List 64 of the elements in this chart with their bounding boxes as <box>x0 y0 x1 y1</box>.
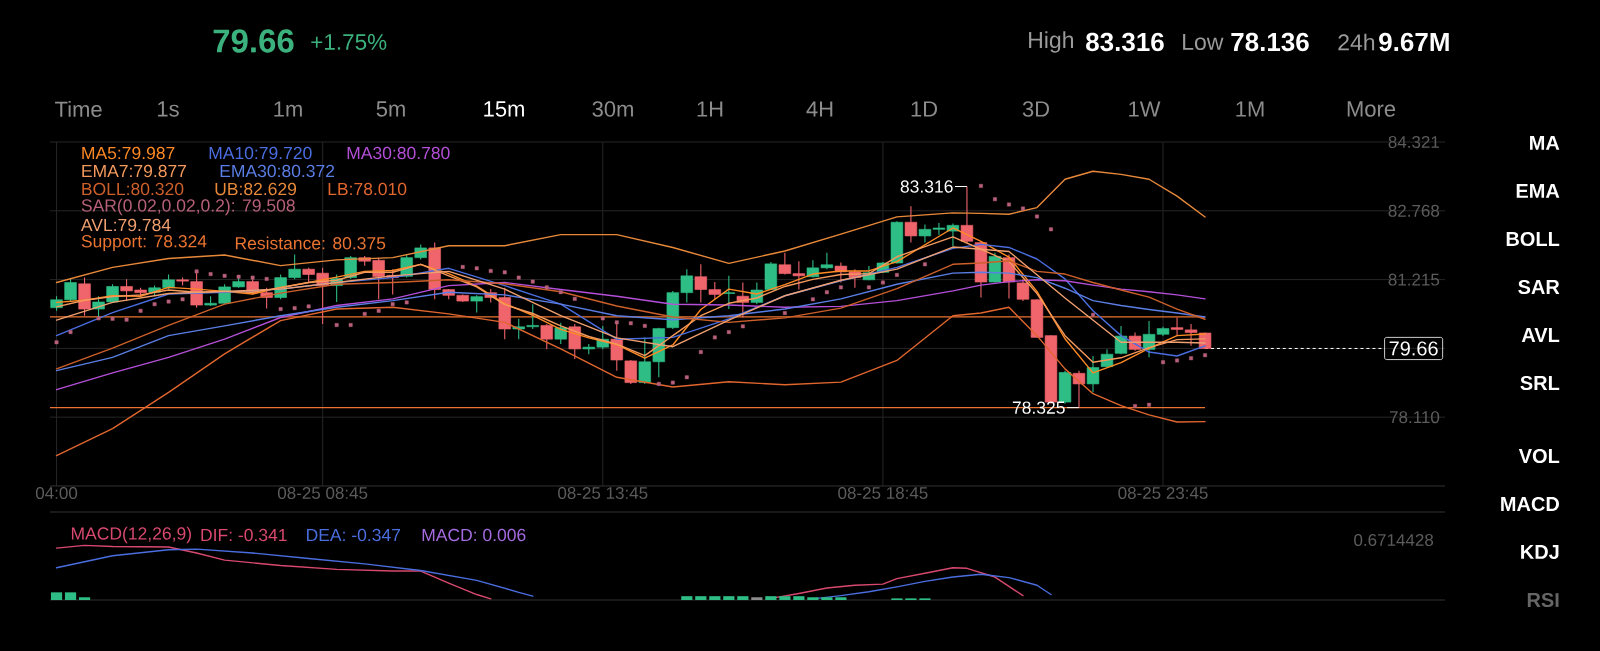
series-label: DIF: -0.341 <box>201 528 287 542</box>
text: SAR <box>1518 279 1560 295</box>
ref-line-label: Support: 78.324 <box>81 235 207 251</box>
text: VOL <box>1518 448 1560 464</box>
text: EMA7:79.877 <box>82 164 187 178</box>
text: 9.67M <box>1379 32 1449 52</box>
x-tick-label: 04:00 <box>35 486 78 500</box>
text: 1W <box>1129 101 1161 117</box>
text: 15m <box>484 101 524 117</box>
ref-line-label: 79.66 <box>1389 341 1438 356</box>
text: 83.316 <box>1086 32 1164 52</box>
text: BOLL:80.320 <box>82 182 184 196</box>
text: 1D <box>911 101 938 117</box>
text: MACD: 0.006 <box>422 528 526 542</box>
y-tick-label: 82.768 <box>1388 204 1440 217</box>
text: MA5:79.987 <box>82 146 175 160</box>
candlestick <box>1086 355 1100 393</box>
text: SRL <box>1520 375 1560 391</box>
text: RSI <box>1527 592 1559 608</box>
text: High <box>1029 31 1074 53</box>
text: Low <box>1183 33 1224 51</box>
text: UB:82.629 <box>215 182 297 196</box>
text: MACD <box>1501 496 1559 512</box>
x-tick-label: 08-25 08:45 <box>277 486 368 500</box>
text: EMA <box>1516 184 1560 198</box>
text: 4H <box>806 101 833 117</box>
chart-title: MACD(12,26,9) <box>71 526 191 544</box>
text: SAR(0.02,0.02,0.2): 79.508 <box>81 198 295 216</box>
text: +1.75% <box>311 34 387 50</box>
text: AVL:79.784 <box>80 218 171 232</box>
candlestick <box>722 275 736 310</box>
annotation: 83.316 <box>900 180 953 193</box>
candlestick <box>904 205 918 244</box>
text: 3D <box>1022 101 1050 117</box>
text: 1m <box>274 101 302 117</box>
text: 5m <box>376 101 405 117</box>
y-tick-label: 81.215 <box>1388 273 1440 286</box>
text: BOLL <box>1506 231 1560 247</box>
text: LB:78.010 <box>328 182 407 196</box>
x-tick-label: 08-25 13:45 <box>558 486 648 500</box>
text: MA10:79.720 <box>209 146 312 160</box>
text: 24h <box>1338 33 1375 51</box>
text: 1s <box>158 101 179 117</box>
candlestick <box>540 323 553 350</box>
text: 30m <box>592 101 633 117</box>
text: 1H <box>697 101 723 117</box>
text: KDJ <box>1521 545 1559 559</box>
y-tick-label: 84.321 <box>1388 135 1439 149</box>
text: 78.136 <box>1231 32 1309 52</box>
text: Time <box>55 100 102 118</box>
text: AVL <box>1521 328 1560 342</box>
y-tick-label: 78.110 <box>1389 411 1440 424</box>
series-label: DEA: -0.347 <box>307 528 401 542</box>
ref-line-label: Resistance: 80.375 <box>235 236 386 250</box>
text: More <box>1347 101 1396 117</box>
text: MA30:80.780 <box>347 146 450 160</box>
text: MA <box>1530 136 1560 150</box>
text: 79.66 <box>213 29 294 53</box>
annotation: 0.6714428 <box>1354 533 1434 547</box>
candlestick <box>960 185 974 244</box>
x-tick-label: 08-25 18:45 <box>838 486 928 500</box>
text: EMA30:80.372 <box>220 164 335 178</box>
x-tick-label: 08-25 23:45 <box>1118 486 1208 500</box>
text: 1M <box>1236 101 1264 117</box>
